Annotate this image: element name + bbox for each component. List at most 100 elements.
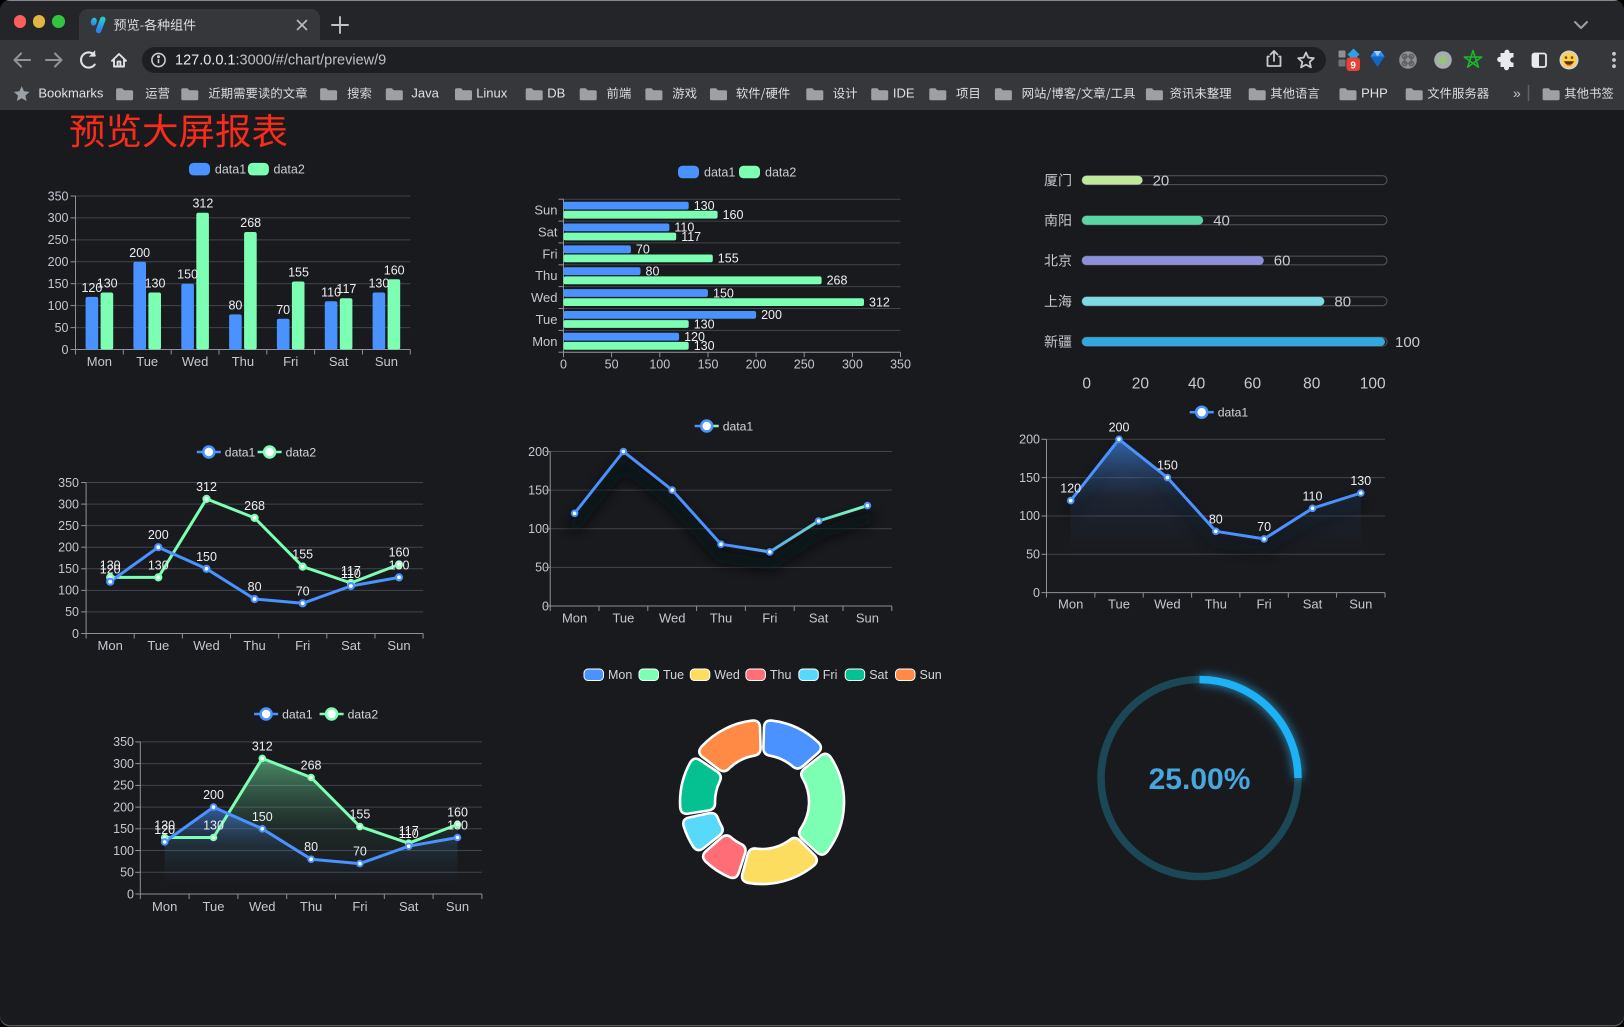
svg-text:Thu: Thu [710,611,732,626]
svg-text:80: 80 [248,580,262,594]
svg-text:130: 130 [100,558,121,572]
svg-text:350: 350 [58,476,79,490]
svg-text:Thu: Thu [1205,597,1227,612]
svg-text:Thu: Thu [300,899,322,914]
svg-text:Thu: Thu [232,354,254,369]
svg-text:117: 117 [399,824,419,838]
svg-text:268: 268 [240,216,261,230]
svg-text:160: 160 [723,208,744,222]
svg-text:130: 130 [447,819,468,833]
svg-text:150: 150 [252,810,273,824]
svg-text:120: 120 [81,281,102,295]
svg-text:150: 150 [1157,459,1178,473]
svg-text:268: 268 [244,499,265,513]
svg-text:Sun: Sun [446,899,469,914]
svg-text:Fri: Fri [542,246,557,261]
svg-text:200: 200 [1019,433,1040,447]
svg-text:120: 120 [154,823,175,837]
svg-text:80: 80 [1334,294,1351,311]
svg-text:Tue: Tue [1108,597,1130,612]
svg-text:Thu: Thu [535,268,557,283]
svg-text:50: 50 [535,561,549,575]
svg-text:100: 100 [58,584,79,598]
svg-text:Sun: Sun [856,611,879,626]
svg-text:130: 130 [368,277,389,291]
svg-text:Wed: Wed [659,611,686,626]
svg-text:Sat: Sat [869,668,888,682]
svg-text:Mon: Mon [98,638,123,653]
svg-text:110: 110 [321,285,341,299]
svg-text:80: 80 [1303,376,1321,393]
svg-text:100: 100 [1360,376,1386,393]
svg-text:312: 312 [196,480,217,494]
svg-text:Sun: Sun [1349,597,1372,612]
svg-text:300: 300 [48,211,69,225]
svg-text:20: 20 [1132,376,1150,393]
svg-text:150: 150 [713,286,734,300]
svg-text:200: 200 [148,528,169,542]
svg-text:data1: data1 [225,446,256,460]
svg-text:150: 150 [177,268,198,282]
svg-text:40: 40 [1188,376,1206,393]
svg-text:80: 80 [304,840,318,854]
svg-text:data2: data2 [348,708,379,722]
svg-text:50: 50 [55,321,69,335]
svg-text:130: 130 [145,277,166,291]
svg-text:110: 110 [1303,489,1323,503]
svg-text:130: 130 [1350,474,1371,488]
svg-text:250: 250 [58,519,79,533]
svg-text:data1: data1 [704,166,735,180]
svg-text:50: 50 [65,605,79,619]
svg-text:300: 300 [58,497,79,511]
svg-text:Fri: Fri [352,899,367,914]
svg-text:150: 150 [1019,471,1040,485]
svg-text:0: 0 [127,887,134,901]
svg-text:Mon: Mon [152,899,177,914]
svg-text:250: 250 [113,779,134,793]
svg-text:Bookmarks: Bookmarks [38,86,104,101]
svg-text:70: 70 [296,584,310,598]
svg-text:25.00%: 25.00% [1149,763,1251,796]
svg-text:Fri: Fri [1257,597,1272,612]
svg-text:100: 100 [649,358,670,372]
svg-text:100: 100 [48,299,69,313]
svg-text:120: 120 [684,330,705,344]
svg-text:50: 50 [120,866,134,880]
svg-text:50: 50 [1026,548,1040,562]
svg-text:200: 200 [528,445,549,459]
svg-text:160: 160 [447,806,468,820]
svg-text:200: 200 [58,541,79,555]
svg-text:DB: DB [547,86,565,101]
svg-text:Fri: Fri [823,668,838,682]
svg-text:Mon: Mon [532,334,557,349]
svg-text:312: 312 [869,295,890,309]
svg-text:120: 120 [1060,482,1081,496]
svg-text:268: 268 [827,274,848,288]
svg-text:Tue: Tue [147,638,169,653]
svg-text:data2: data2 [274,163,305,177]
svg-text:312: 312 [252,739,273,753]
svg-text:Wed: Wed [1154,597,1181,612]
svg-text:Tue: Tue [203,899,225,914]
svg-text:Fri: Fri [283,354,298,369]
svg-text:Sat: Sat [341,638,361,653]
svg-text:40: 40 [1213,213,1230,230]
svg-text:Mon: Mon [87,354,112,369]
svg-text:110: 110 [674,221,694,235]
svg-text:130: 130 [154,819,175,833]
svg-text:Java: Java [411,86,439,101]
svg-text:117: 117 [681,230,701,244]
svg-text:150: 150 [113,822,134,836]
svg-text:155: 155 [718,252,739,266]
svg-text:110: 110 [399,827,419,841]
svg-text:70: 70 [353,845,367,859]
svg-text:Mon: Mon [562,611,587,626]
svg-text:160: 160 [384,263,405,277]
svg-text:Sun: Sun [534,203,557,218]
svg-text:Mon: Mon [1058,597,1083,612]
svg-text:70: 70 [636,243,650,257]
svg-text:350: 350 [48,189,69,203]
svg-text:200: 200 [746,358,767,372]
svg-text:150: 150 [528,483,549,497]
svg-text:110: 110 [341,567,361,581]
